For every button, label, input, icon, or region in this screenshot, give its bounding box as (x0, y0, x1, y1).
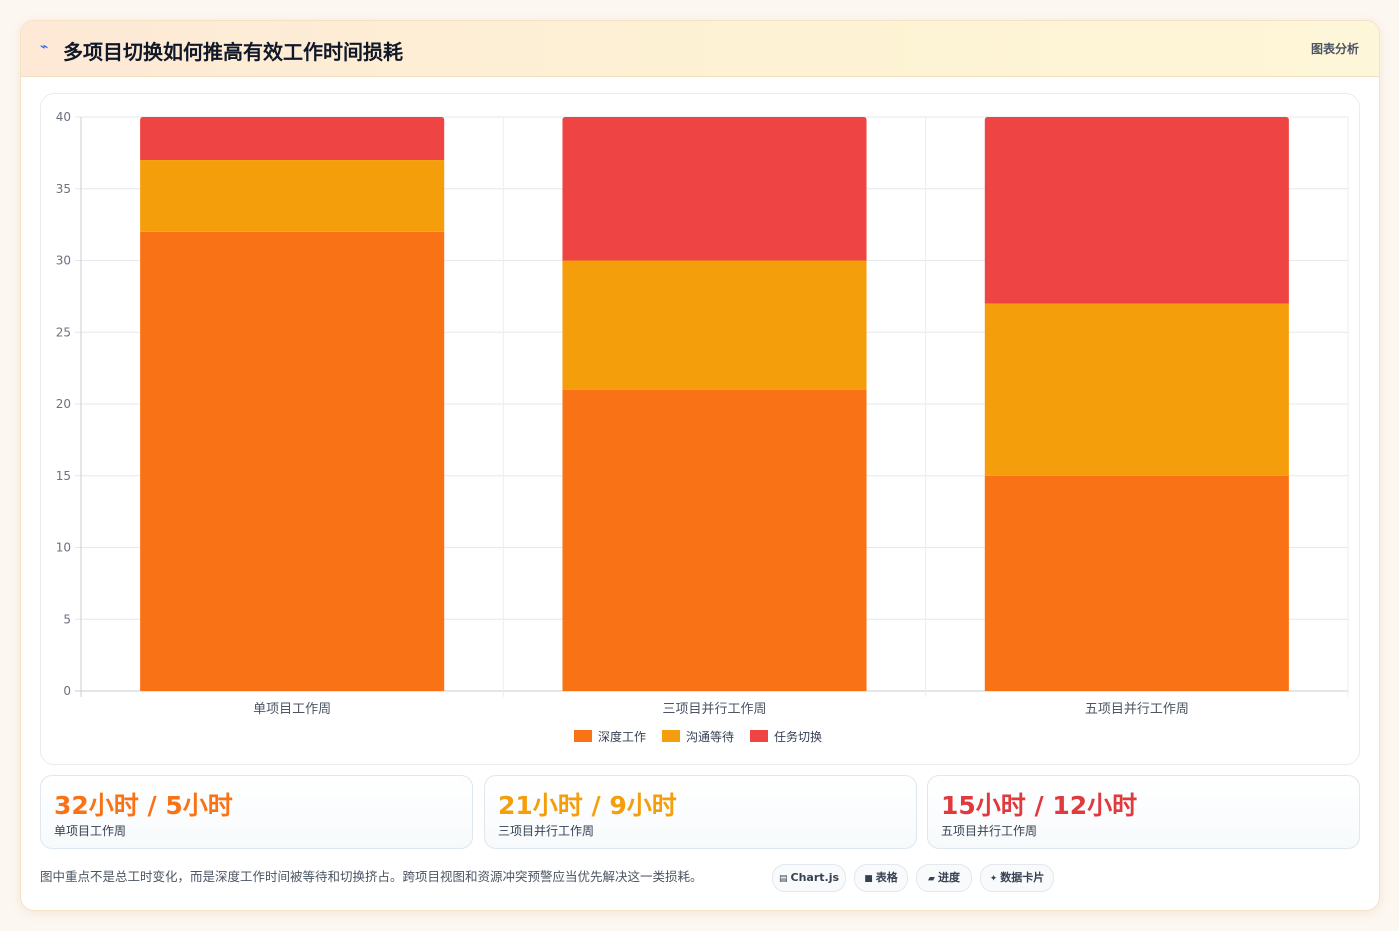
chart-title: 多项目切换如何推高有效工作时间损耗 (63, 40, 403, 64)
header-right-label: 图表分析 (1310, 42, 1359, 56)
stat-value: 15小时 / 12小时 (941, 791, 1138, 820)
legend-swatch (750, 730, 768, 742)
tag-label: 表格 (875, 871, 898, 884)
chart-note: 图中重点不是总工时变化，而是深度工作时间被等待和切换挤占。跨项目视图和资源冲突预… (40, 869, 703, 884)
x-tick-label: 单项目工作周 (253, 702, 331, 717)
y-tick-label: 35 (56, 182, 71, 196)
sparkle-icon: ✦ (989, 874, 998, 884)
bolt-icon: ⌁ (40, 39, 49, 55)
tag-label: 进度 (937, 871, 960, 884)
stat-card-single: 32小时 / 5小时 单项目工作周 (40, 775, 473, 849)
stat-label: 单项目工作周 (54, 824, 127, 838)
tag-progress[interactable]: ▰ 进度 (916, 864, 972, 892)
x-tick-label: 五项目并行工作周 (1085, 702, 1189, 717)
table-icon: ■ (864, 874, 873, 884)
bar-segment (562, 117, 867, 261)
stat-card-three: 21小时 / 9小时 三项目并行工作周 (484, 775, 917, 849)
bar-segment (984, 117, 1289, 304)
bar-segment (140, 160, 445, 232)
y-tick-label: 10 (56, 541, 71, 555)
legend-label: 沟通等待 (686, 730, 734, 744)
stat-value: 21小时 / 9小时 (498, 791, 677, 820)
legend-label: 任务切换 (774, 729, 822, 744)
stacked-bar-chart: 0 5 10 15 20 25 30 35 40 单项目工作周 三项目并行工作周 五项目并行工作周深度… (56, 110, 1349, 744)
y-tick-label: 5 (63, 612, 71, 626)
tag-data-card[interactable]: ✦ 数据卡片 (980, 864, 1054, 892)
legend-swatch (662, 730, 680, 742)
bar-segment (140, 117, 445, 161)
bar-segment (984, 303, 1289, 476)
y-tick-label: 40 (56, 110, 71, 124)
progress-icon: ▰ (928, 874, 935, 884)
chart-card: ⌁ 多项目切换如何推高有效工作时间损耗 图表分析 0 5 10 15 20 25 30 35 4… (20, 20, 1380, 911)
y-tick-label: 30 (56, 254, 71, 268)
stat-label: 三项目并行工作周 (498, 824, 595, 838)
legend-swatch (574, 730, 592, 742)
legend-label: 深度工作 (598, 729, 646, 744)
y-tick-label: 20 (56, 397, 71, 411)
bar-segment (562, 260, 867, 390)
bar-segment (140, 231, 445, 692)
tag-label: Chart.js (790, 871, 840, 884)
stat-card-five: 15小时 / 12小时 五项目并行工作周 (927, 775, 1360, 849)
tag-chartjs[interactable]: ▤ Chart.js (772, 864, 846, 892)
stat-label: 五项目并行工作周 (941, 824, 1038, 838)
bar-segment (984, 475, 1289, 691)
card-header: ⌁ 多项目切换如何推高有效工作时间损耗 图表分析 (21, 21, 1379, 77)
x-tick-label: 三项目并行工作周 (662, 702, 766, 717)
y-tick-label: 0 (63, 684, 71, 698)
bar-segment (562, 389, 867, 691)
stat-value: 32小时 / 5小时 (54, 791, 233, 820)
chart-container: 0 5 10 15 20 25 30 35 40 单项目工作周 三项目并行工作周 五项目并行工作周深度… (40, 93, 1360, 765)
y-tick-label: 15 (56, 469, 71, 483)
y-tick-label: 25 (56, 325, 71, 339)
tag-label: 数据卡片 (1000, 871, 1045, 884)
tag-table[interactable]: ■ 表格 (854, 864, 908, 892)
chart-icon: ▤ (778, 874, 788, 884)
